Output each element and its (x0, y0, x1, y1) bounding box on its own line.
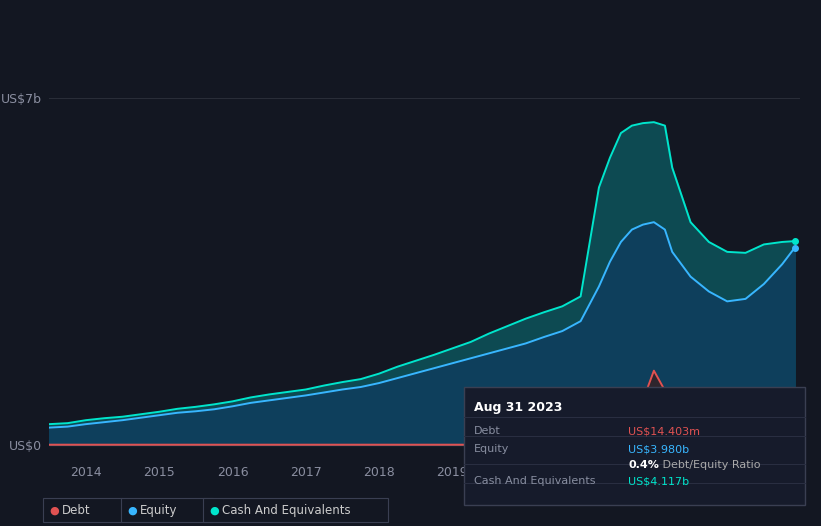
Text: Cash And Equivalents: Cash And Equivalents (474, 476, 595, 486)
Text: Equity: Equity (140, 504, 177, 517)
Text: US$3.980b: US$3.980b (628, 444, 689, 454)
Text: Debt: Debt (474, 426, 501, 436)
Text: US$4.117b: US$4.117b (628, 476, 689, 486)
Text: Debt: Debt (62, 504, 90, 517)
Text: US$14.403m: US$14.403m (628, 426, 700, 436)
Text: ●: ● (127, 505, 137, 515)
Text: Debt/Equity Ratio: Debt/Equity Ratio (659, 460, 761, 470)
Text: Cash And Equivalents: Cash And Equivalents (222, 504, 351, 517)
Text: ●: ● (49, 505, 59, 515)
Text: Aug 31 2023: Aug 31 2023 (474, 401, 562, 414)
Text: ●: ● (209, 505, 219, 515)
Text: 0.4%: 0.4% (628, 460, 659, 470)
Text: Equity: Equity (474, 444, 509, 454)
